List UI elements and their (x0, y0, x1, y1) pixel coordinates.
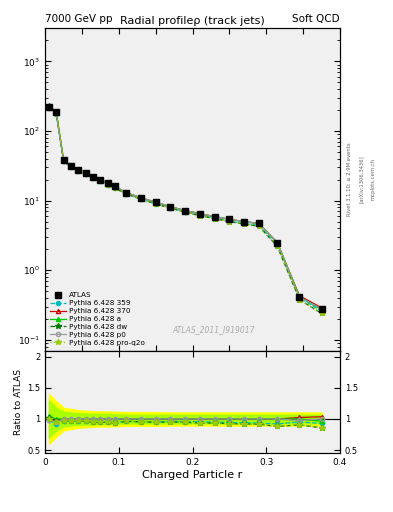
Text: Soft QCD: Soft QCD (292, 14, 340, 25)
Text: [arXiv:1306.3436]: [arXiv:1306.3436] (358, 155, 364, 203)
Y-axis label: Ratio to ATLAS: Ratio to ATLAS (14, 369, 23, 435)
Title: Radial profileρ (track jets): Radial profileρ (track jets) (120, 16, 265, 26)
Legend: ATLAS, Pythia 6.428 359, Pythia 6.428 370, Pythia 6.428 a, Pythia 6.428 dw, Pyth: ATLAS, Pythia 6.428 359, Pythia 6.428 37… (49, 291, 146, 347)
X-axis label: Charged Particle r: Charged Particle r (142, 470, 243, 480)
Text: Rivet 3.1.10; ≥ 2.9M events: Rivet 3.1.10; ≥ 2.9M events (347, 142, 352, 216)
Text: 7000 GeV pp: 7000 GeV pp (45, 14, 113, 25)
Text: ATLAS_2011_I919017: ATLAS_2011_I919017 (172, 326, 254, 335)
Text: mcplots.cern.ch: mcplots.cern.ch (370, 158, 375, 200)
